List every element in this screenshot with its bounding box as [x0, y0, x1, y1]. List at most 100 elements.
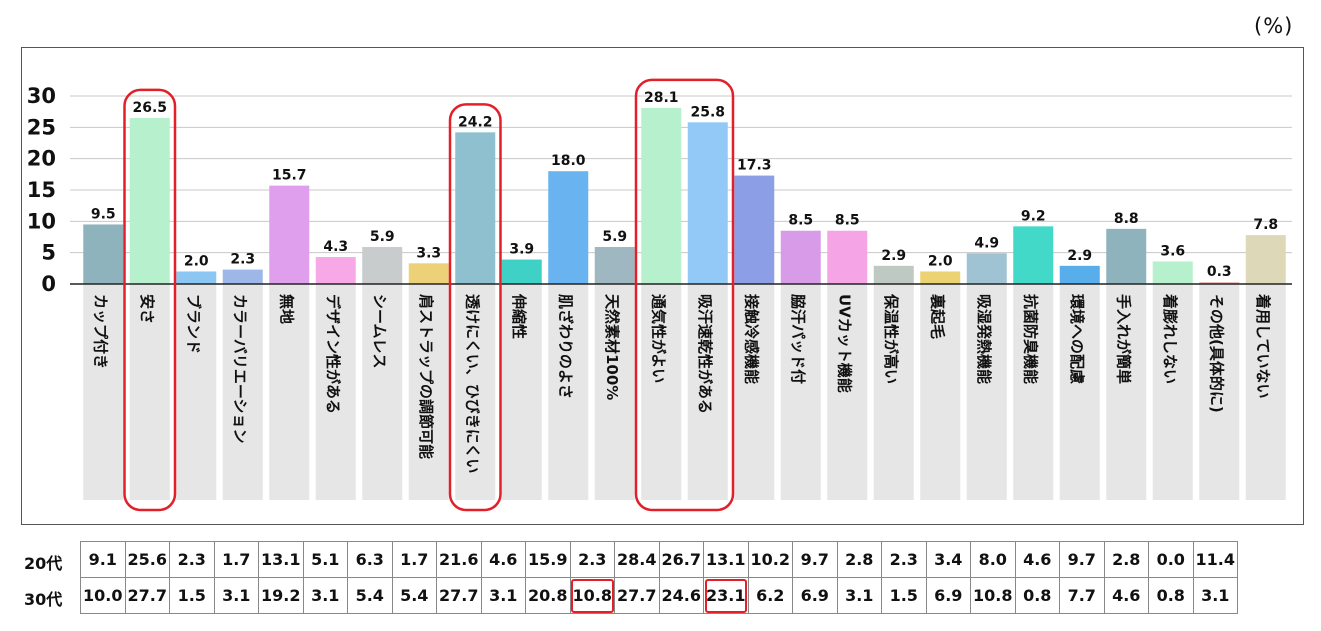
- bar: [1199, 282, 1240, 284]
- category-strip: [315, 284, 356, 500]
- bar: [594, 247, 635, 284]
- unit-label: (%): [1254, 14, 1294, 38]
- y-tick-label: 10: [27, 209, 56, 233]
- category-label: 無地: [277, 294, 295, 324]
- table-cell: 6.3: [347, 541, 393, 578]
- table-cell: 19.2: [258, 577, 304, 614]
- category-label: 吸汗速乾性がある: [696, 294, 714, 414]
- bar: [408, 263, 449, 284]
- table-cell: 23.1: [703, 577, 749, 614]
- data-label: 5.9: [370, 229, 395, 245]
- category-label: 透けにくい、ひびきにくい: [463, 294, 481, 473]
- category-label: 接触冷感機能: [742, 294, 760, 384]
- bar: [501, 259, 542, 284]
- category-label: ブランド: [184, 294, 202, 354]
- table-cell: 5.4: [347, 577, 393, 614]
- table-cell: 2.8: [836, 541, 882, 578]
- category-strip: [1152, 284, 1193, 500]
- bar: [129, 117, 170, 284]
- table-cell: 27.7: [124, 577, 170, 614]
- data-label: 2.0: [928, 253, 953, 269]
- data-table: 9.1 25.6 2.3 1.7 13.1 5.1 6.3 1.7 21.6 4.6 15.9 2.3…: [80, 541, 1238, 614]
- data-label: 26.5: [132, 100, 167, 116]
- category-label: 肌ざわりのよさ: [556, 294, 574, 399]
- category-label: カップ付き: [91, 294, 109, 369]
- data-label: 7.8: [1253, 217, 1278, 233]
- category-label: カラーバリエーション: [231, 294, 249, 444]
- category-label: 伸縮性: [510, 293, 528, 339]
- category-strip: [176, 284, 217, 500]
- category-strip: [269, 284, 310, 500]
- data-label: 8.5: [835, 213, 860, 229]
- y-tick-label: 5: [41, 241, 56, 265]
- table-cell: 1.7: [391, 541, 437, 578]
- bar: [873, 265, 914, 284]
- table-cell: 3.4: [925, 541, 971, 578]
- category-strip: [455, 284, 496, 500]
- category-label: 手入れが簡単: [1114, 294, 1132, 384]
- data-label: 5.9: [602, 229, 627, 245]
- data-label: 2.9: [1067, 248, 1092, 264]
- table-cell: 6.9: [792, 577, 838, 614]
- category-strip: [966, 284, 1007, 500]
- table-cell: 0.8: [1014, 577, 1060, 614]
- category-strip: [548, 284, 589, 500]
- data-label: 8.5: [788, 213, 813, 229]
- bar: [920, 271, 961, 284]
- table-cell: 7.7: [1059, 577, 1105, 614]
- bar: [641, 107, 682, 284]
- table-row-label: 30代: [24, 590, 63, 609]
- category-strip: [1059, 284, 1100, 500]
- data-label: 4.9: [974, 235, 999, 251]
- table-row-label: 20代: [24, 554, 63, 573]
- category-label: 着用していない: [1254, 293, 1272, 399]
- category-strip: [129, 284, 170, 500]
- y-tick-label: 25: [27, 115, 56, 139]
- table-cell: 4.6: [480, 541, 526, 578]
- table-cell: 2.3: [881, 541, 927, 578]
- bar: [1152, 261, 1193, 284]
- highlight-outline: [123, 88, 177, 512]
- table-cell: 0.0: [1148, 541, 1194, 578]
- bar: [222, 269, 263, 284]
- category-strip: [873, 284, 914, 500]
- bar: [827, 230, 868, 284]
- data-label: 2.9: [881, 248, 906, 264]
- data-label: 3.3: [416, 245, 441, 261]
- category-strip: [687, 284, 728, 500]
- bar: [269, 185, 310, 284]
- category-label: 吸湿発熱機能: [975, 294, 993, 384]
- table-cell: 3.1: [1192, 577, 1238, 614]
- category-strip: [1245, 284, 1286, 500]
- table-cell: 6.9: [925, 577, 971, 614]
- table-cell: 27.7: [614, 577, 660, 614]
- category-strip: [594, 284, 635, 500]
- bar: [1245, 235, 1286, 284]
- table-row: 9.1 25.6 2.3 1.7 13.1 5.1 6.3 1.7 21.6 4.6 15.9 2.3…: [80, 541, 1238, 578]
- y-tick-label: 20: [27, 147, 56, 171]
- y-tick-label: 30: [27, 84, 56, 108]
- data-label: 2.0: [184, 253, 209, 269]
- data-label: 24.2: [458, 114, 493, 130]
- category-label: 脇汗パッド付: [789, 294, 807, 384]
- category-strip: [920, 284, 961, 500]
- table-cell: 10.0: [80, 577, 126, 614]
- y-tick-label: 0: [41, 272, 56, 296]
- category-label: 天然素材100%: [603, 294, 621, 400]
- bar: [734, 175, 775, 284]
- data-label: 3.6: [1160, 243, 1185, 259]
- table-cell: 20.8: [525, 577, 571, 614]
- table-cell: 10.2: [747, 541, 793, 578]
- table-cell: 13.1: [258, 541, 304, 578]
- table-cell: 2.3: [169, 541, 215, 578]
- table-cell: 24.6: [658, 577, 704, 614]
- bar-chart: 0 5 10 15 20 25 30 9.5 26.5 2.0 2.3 15.7 4.3 5.9 3.3 24…: [27, 78, 1292, 512]
- bar: [176, 271, 217, 284]
- category-label: その他(具体的に): [1207, 294, 1225, 413]
- bar: [1013, 226, 1054, 284]
- bar: [780, 230, 821, 284]
- table-cell: 5.1: [302, 541, 348, 578]
- category-label: UVカット機能: [835, 294, 853, 393]
- bar: [362, 247, 403, 284]
- bar: [455, 132, 496, 284]
